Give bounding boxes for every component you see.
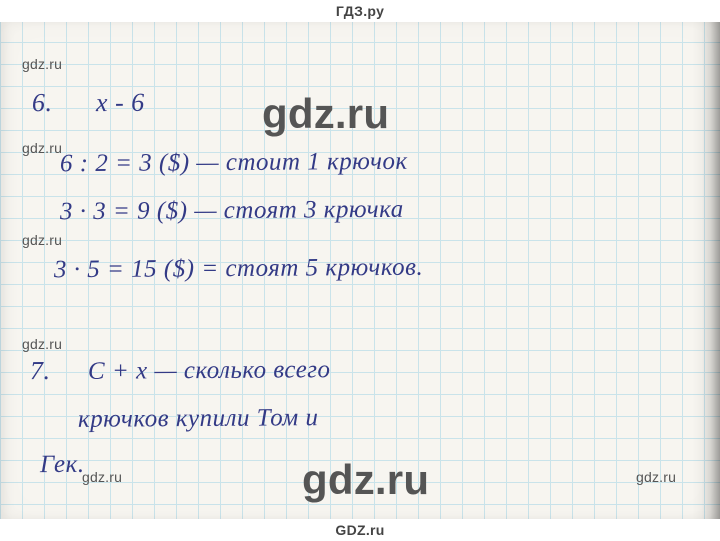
page: ГДЗ.ру 6. x - 6 6 : 2 = 3 ($) — стоит 1 … bbox=[0, 0, 720, 541]
p7-line-1: C + x — сколько всего bbox=[88, 357, 331, 384]
p7-line-2: крючков купили Том и bbox=[78, 405, 319, 432]
watermark-big: gdz.ru bbox=[302, 456, 429, 504]
p6-number: 6. bbox=[32, 90, 53, 116]
watermark-small: gdz.ru bbox=[636, 469, 676, 485]
p6-line-3: 3 · 5 = 15 ($) = стоят 5 крючков. bbox=[54, 255, 423, 283]
watermark-small: gdz.ru bbox=[82, 469, 122, 485]
book-spine-shadow bbox=[692, 20, 720, 521]
watermark-small: gdz.ru bbox=[22, 56, 62, 72]
p7-number: 7. bbox=[30, 358, 51, 384]
watermark-small: gdz.ru bbox=[22, 336, 62, 352]
brand-bottom: GDZ.ru bbox=[0, 519, 720, 541]
p6-line-2: 3 · 3 = 9 ($) — стоят 3 крючка bbox=[60, 197, 404, 224]
p6-heading: x - 6 bbox=[96, 90, 145, 116]
p7-line-3: Гек. bbox=[40, 452, 85, 477]
watermark-small: gdz.ru bbox=[22, 232, 62, 248]
p6-line-1: 6 : 2 = 3 ($) — стоит 1 крючок bbox=[60, 149, 408, 176]
watermark-small: gdz.ru bbox=[22, 140, 62, 156]
watermark-big: gdz.ru bbox=[262, 90, 389, 138]
brand-top: ГДЗ.ру bbox=[0, 0, 720, 22]
